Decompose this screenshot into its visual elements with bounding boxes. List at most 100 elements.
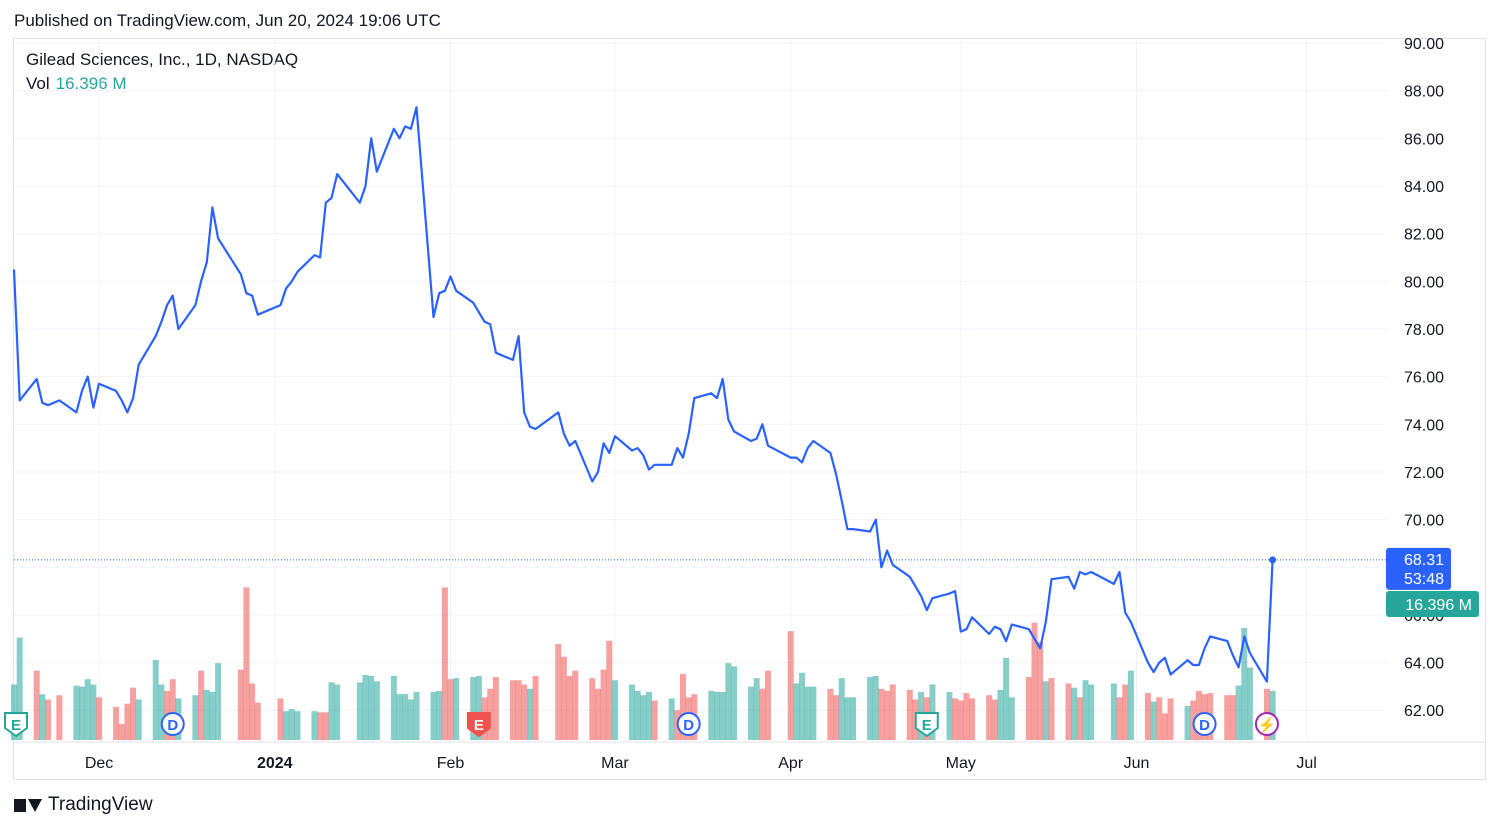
grid-lines xyxy=(14,39,1386,742)
volume-bar xyxy=(368,675,375,740)
volume-bar xyxy=(311,711,318,740)
event-marker-label: E xyxy=(922,717,932,734)
volume-bar xyxy=(521,684,528,740)
symbol-legend: Gilead Sciences, Inc., 1D, NASDAQ xyxy=(26,50,299,69)
volume-bar xyxy=(1037,641,1044,740)
time-axis: Dec 2024 Feb Mar Apr May Jun Jul xyxy=(85,755,1317,772)
volume-bar xyxy=(759,688,766,740)
x-tick-label: Apr xyxy=(778,755,804,772)
x-tick-label: Dec xyxy=(85,755,113,772)
news-marker xyxy=(1254,712,1279,736)
volume-bar xyxy=(634,690,641,740)
volume-bar xyxy=(294,711,301,740)
volume-bar xyxy=(1224,695,1231,740)
volume-bar xyxy=(470,677,477,740)
volume-bar xyxy=(1071,687,1078,740)
earnings-miss-marker xyxy=(466,712,491,738)
volume-bar xyxy=(1122,684,1129,740)
volume-bar xyxy=(838,678,845,740)
volume-bar xyxy=(969,698,976,740)
volume-bar xyxy=(1088,684,1095,740)
y-tick-label: 84.00 xyxy=(1404,179,1444,196)
event-marker-label: D xyxy=(167,717,178,734)
volume-bar xyxy=(594,688,601,740)
volume-bar xyxy=(850,697,857,740)
y-tick-label: 88.00 xyxy=(1404,84,1444,101)
volume-bar xyxy=(889,684,896,740)
volume-bar xyxy=(152,659,159,740)
footer-brand[interactable]: TradingView xyxy=(14,794,153,816)
price-axis: 90.00 88.00 86.00 84.00 82.00 80.00 78.00 76.00… xyxy=(14,36,1486,743)
x-tick-label: Mar xyxy=(601,755,629,772)
volume-bar xyxy=(169,679,176,740)
volume-bar xyxy=(679,673,686,740)
volume-bar xyxy=(192,695,199,740)
volume-bar xyxy=(645,691,652,740)
volume-bar xyxy=(872,675,879,740)
volume-bar xyxy=(867,677,874,740)
volume-bar xyxy=(799,672,806,740)
volume-bar xyxy=(1150,701,1157,740)
volume-bar xyxy=(45,699,52,740)
volume-bar xyxy=(39,694,46,740)
volume-bar xyxy=(475,675,482,740)
x-tick-label: Feb xyxy=(437,755,465,772)
volume-bar xyxy=(986,695,993,740)
y-tick-label: 64.00 xyxy=(1404,656,1444,673)
volume-bar xyxy=(237,669,244,740)
earnings-past-marker xyxy=(4,712,28,738)
last-price-tag xyxy=(1386,547,1451,590)
volume-bar xyxy=(827,688,834,740)
volume-bar xyxy=(334,684,341,740)
volume-bar xyxy=(1144,693,1151,740)
volume-bar xyxy=(215,663,222,740)
chart-frame[interactable] xyxy=(13,38,1486,780)
volume-bar xyxy=(317,712,324,740)
volume-bar xyxy=(390,675,397,740)
volume-bar xyxy=(606,640,613,740)
price-line-group xyxy=(12,106,1386,683)
y-tick-label: 74.00 xyxy=(1404,417,1444,434)
volume-bar xyxy=(714,691,721,740)
volume-bar xyxy=(33,670,40,740)
volume-bar xyxy=(1246,667,1253,740)
volume-bar xyxy=(560,656,567,740)
volume-bar xyxy=(283,711,290,740)
volume-bar xyxy=(952,698,959,740)
volume-bar xyxy=(1031,622,1038,740)
dividend-marker xyxy=(1192,712,1217,736)
volume-bar xyxy=(198,670,205,740)
volume-bar xyxy=(1076,697,1083,740)
volume-bar xyxy=(566,675,573,740)
volume-bar xyxy=(288,709,295,740)
volume-bar xyxy=(963,693,970,740)
volume-bar xyxy=(453,678,460,740)
earnings-past-marker xyxy=(914,712,939,738)
last-price-countdown: 53:48 xyxy=(1404,571,1444,588)
volume-bar xyxy=(1025,677,1032,740)
volume-bar xyxy=(1065,683,1072,740)
volume-bar xyxy=(611,680,618,740)
volume-bar xyxy=(810,686,817,740)
volume-bar xyxy=(628,684,635,740)
volume-bar xyxy=(135,699,142,740)
volume-bar xyxy=(708,690,715,740)
volume-bar xyxy=(328,682,335,740)
volume-bar xyxy=(991,699,998,740)
last-price-dot xyxy=(1269,556,1277,564)
volume-bar xyxy=(844,697,851,740)
volume-bar xyxy=(1082,680,1089,740)
volume-bar xyxy=(113,706,120,740)
volume-bar xyxy=(436,690,443,740)
volume-bar xyxy=(668,698,675,740)
volume-bar xyxy=(277,698,284,740)
volume-bar xyxy=(1116,697,1123,740)
event-marker-label: ⚡ xyxy=(1258,716,1277,734)
volume-bar xyxy=(1156,697,1163,740)
axis-price-labels: 68.31 53:48 16.396 M xyxy=(1386,547,1479,617)
volume-bar xyxy=(130,687,137,740)
volume-bar xyxy=(748,686,755,740)
volume-bar xyxy=(73,685,80,740)
volume-legend: Vol 16.396 M xyxy=(26,74,127,94)
